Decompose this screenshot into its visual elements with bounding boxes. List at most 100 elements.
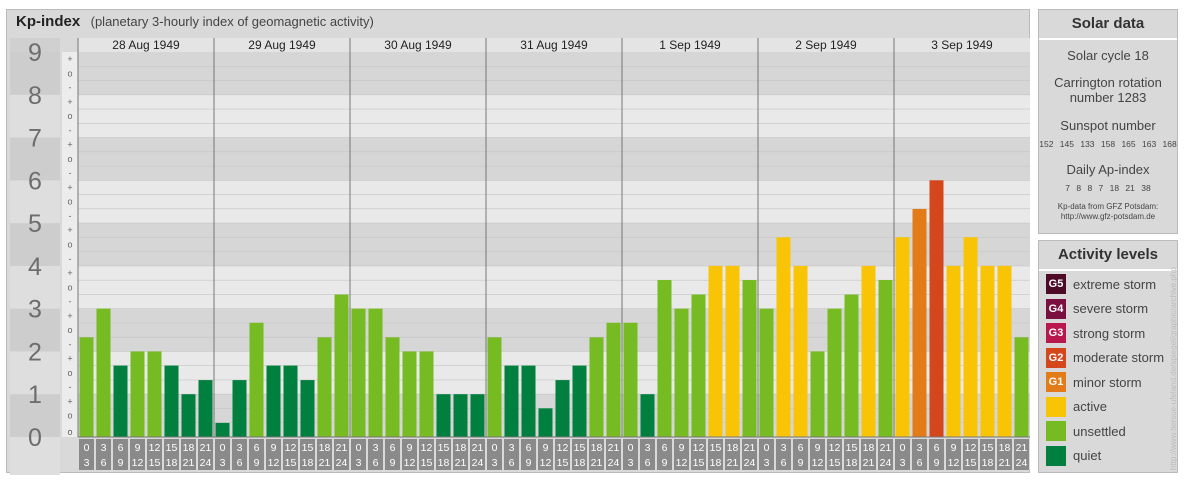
kp-bar	[266, 365, 281, 437]
interval-cell	[674, 439, 689, 470]
interval-end-label: 3	[356, 457, 362, 469]
kp-bar	[572, 365, 587, 437]
interval-cell	[436, 439, 451, 470]
interval-start-label: 9	[951, 442, 957, 454]
legend-color-swatch: G3	[1046, 323, 1066, 343]
sub-tick-marker: o	[67, 154, 72, 164]
interval-end-label: 12	[404, 457, 416, 469]
legend-color-swatch	[1046, 396, 1066, 417]
interval-cell	[776, 439, 791, 470]
interval-end-label: 24	[744, 457, 756, 469]
interval-end-label: 24	[336, 457, 348, 469]
interval-start-label: 0	[356, 442, 362, 454]
legend-item: quiet	[1046, 445, 1102, 466]
kp-bar	[453, 394, 468, 437]
kp-bar	[300, 380, 315, 437]
interval-cell	[130, 439, 145, 470]
sub-tick-marker: o	[67, 282, 72, 292]
interval-end-label: 15	[965, 457, 977, 469]
sub-tick-marker: -	[69, 211, 72, 221]
interval-end-label: 6	[509, 457, 515, 469]
interval-cell	[742, 439, 757, 470]
interval-cell	[640, 439, 655, 470]
legend-label: moderate storm	[1073, 350, 1165, 365]
interval-end-label: 21	[183, 457, 195, 469]
interval-start-label: 9	[679, 442, 685, 454]
kp-bar	[793, 265, 808, 437]
legend-label: unsettled	[1073, 423, 1126, 439]
interval-start-label: 3	[917, 442, 923, 454]
interval-cell	[215, 439, 230, 470]
interval-end-label: 9	[526, 457, 532, 469]
interval-start-label: 12	[285, 442, 297, 454]
kp-bar	[130, 351, 145, 437]
interval-start-label: 12	[557, 442, 569, 454]
interval-end-label: 9	[390, 457, 396, 469]
interval-end-label: 6	[645, 457, 651, 469]
interval-end-label: 9	[118, 457, 124, 469]
sub-tick-marker: +	[67, 97, 72, 107]
y-tick-label: 0	[28, 424, 42, 452]
interval-cell	[657, 439, 672, 470]
interval-end-label: 15	[285, 457, 297, 469]
legend-item: G4 severe storm	[1046, 298, 1148, 319]
kp-bar	[317, 337, 332, 437]
interval-start-label: 9	[543, 442, 549, 454]
interval-cell	[504, 439, 519, 470]
interval-start-label: 6	[934, 442, 940, 454]
interval-start-label: 6	[662, 442, 668, 454]
interval-start-label: 0	[764, 442, 770, 454]
interval-start-label: 21	[336, 442, 348, 454]
y-band	[10, 137, 60, 181]
interval-cell	[113, 439, 128, 470]
interval-start-label: 0	[84, 442, 90, 454]
chart-header: Kp-index (planetary 3-hourly index of ge…	[6, 9, 1030, 36]
legend-label: strong storm	[1073, 325, 1146, 341]
interval-cell	[759, 439, 774, 470]
kp-bar	[912, 208, 927, 437]
kp-bar	[181, 394, 196, 437]
y-tick-label: 1	[28, 381, 42, 409]
sub-tick-marker: -	[69, 168, 72, 178]
sunspot-values: 152 145 133 158 165 163 168	[1039, 139, 1177, 149]
interval-start-label: 18	[999, 442, 1011, 454]
kp-band	[78, 223, 1030, 266]
kp-bar	[674, 308, 689, 437]
legend-label: quiet	[1073, 448, 1102, 463]
interval-end-label: 21	[727, 457, 739, 469]
interval-start-label: 9	[271, 442, 277, 454]
interval-end-label: 15	[557, 457, 569, 469]
sub-tick-marker: o	[67, 68, 72, 78]
kp-bar	[79, 337, 94, 437]
interval-cell	[572, 439, 587, 470]
interval-start-label: 15	[438, 442, 450, 454]
interval-cell	[147, 439, 162, 470]
interval-cell	[912, 439, 927, 470]
interval-end-label: 12	[268, 457, 280, 469]
legend-item: G2 moderate storm	[1046, 347, 1165, 368]
sub-tick-marker: o	[67, 111, 72, 121]
interval-end-label: 9	[934, 457, 940, 469]
kp-bar	[810, 351, 825, 437]
interval-start-label: 9	[135, 442, 141, 454]
kp-bar	[164, 365, 179, 437]
sub-tick-marker: -	[69, 297, 72, 307]
interval-cell	[895, 439, 910, 470]
kp-bar	[504, 365, 519, 437]
kp-bar	[878, 280, 893, 437]
kp-bar	[623, 322, 638, 437]
interval-start-label: 15	[166, 442, 178, 454]
sub-tick-marker: o	[67, 325, 72, 335]
interval-end-label: 21	[863, 457, 875, 469]
interval-end-label: 18	[166, 457, 178, 469]
interval-start-label: 21	[608, 442, 620, 454]
kp-bar	[555, 380, 570, 437]
kp-band	[78, 94, 1030, 138]
legend-color-swatch	[1046, 445, 1066, 466]
kp-bar	[946, 265, 961, 437]
legend-label: active	[1073, 399, 1107, 414]
legend-color-swatch: G1	[1046, 372, 1066, 392]
solar-data-panel: Solar data Solar cycle 18 Carrington rot…	[1038, 9, 1178, 234]
interval-cell	[232, 439, 247, 470]
interval-end-label: 12	[132, 457, 144, 469]
